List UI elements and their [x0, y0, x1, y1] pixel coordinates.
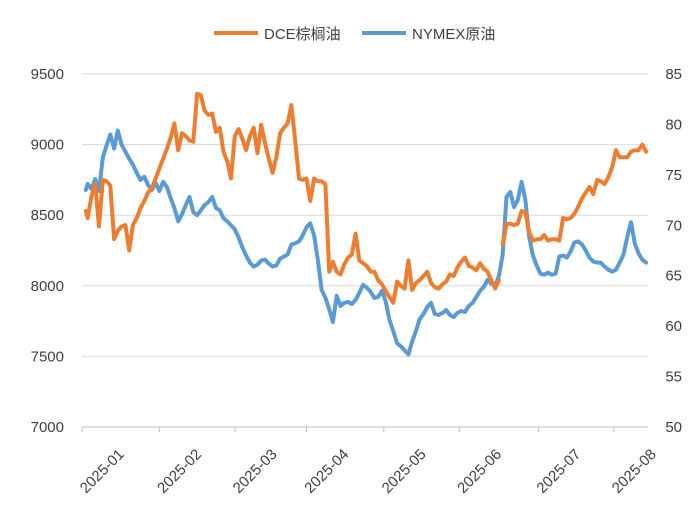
- y-right-tick-label: 80: [665, 116, 682, 133]
- y-right-tick-label: 60: [665, 318, 682, 335]
- y-right-tick-label: 70: [665, 217, 682, 234]
- y-left-tick-label: 7500: [31, 348, 64, 365]
- x-tick-label: 2025-05: [379, 446, 430, 497]
- x-tick-label: 2025-02: [154, 446, 205, 497]
- y-left-tick-label: 9000: [31, 137, 64, 154]
- legend-label-dce-palm-oil: DCE棕榈油: [264, 26, 341, 43]
- y-right-tick-label: 55: [665, 369, 682, 386]
- y-left-tick-label: 9500: [31, 66, 64, 83]
- legend-label-nymex-crude: NYMEX原油: [412, 26, 495, 43]
- x-tick-label: 2025-08: [609, 446, 660, 497]
- series-line-nymex-crude: [83, 128, 649, 357]
- x-axis: 2025-01 2025-02 2025-03 2025-04 2025-05 2025-…: [77, 427, 660, 497]
- x-tick-label: 2025-01: [77, 446, 128, 497]
- y-left-tick-label: 8500: [31, 207, 64, 224]
- series-line-dce-palm-oil: [83, 91, 501, 305]
- y-right-tick-label: 85: [665, 66, 682, 83]
- series-layer: [83, 91, 649, 357]
- y-right-tick-label: 50: [665, 419, 682, 436]
- y-left-tick-label: 8000: [31, 278, 64, 295]
- x-tick-label: 2025-06: [454, 446, 505, 497]
- x-tick-label: 2025-07: [533, 446, 584, 497]
- series-line-dce-palm-oil-segment-2: [500, 142, 649, 247]
- y-left-tick-label: 7000: [31, 419, 64, 436]
- right-y-axis: 50 55 60 65 70 75 80 85: [665, 66, 682, 436]
- y-right-tick-label: 75: [665, 167, 682, 184]
- gridlines: [82, 73, 648, 428]
- y-right-tick-label: 65: [665, 268, 682, 285]
- x-tick-label: 2025-03: [230, 446, 281, 497]
- left-y-axis: 7000 7500 8000 8500 9000 9500: [31, 66, 64, 436]
- x-tick-label: 2025-04: [301, 446, 352, 497]
- legend: DCE棕榈油 NYMEX原油: [214, 26, 495, 43]
